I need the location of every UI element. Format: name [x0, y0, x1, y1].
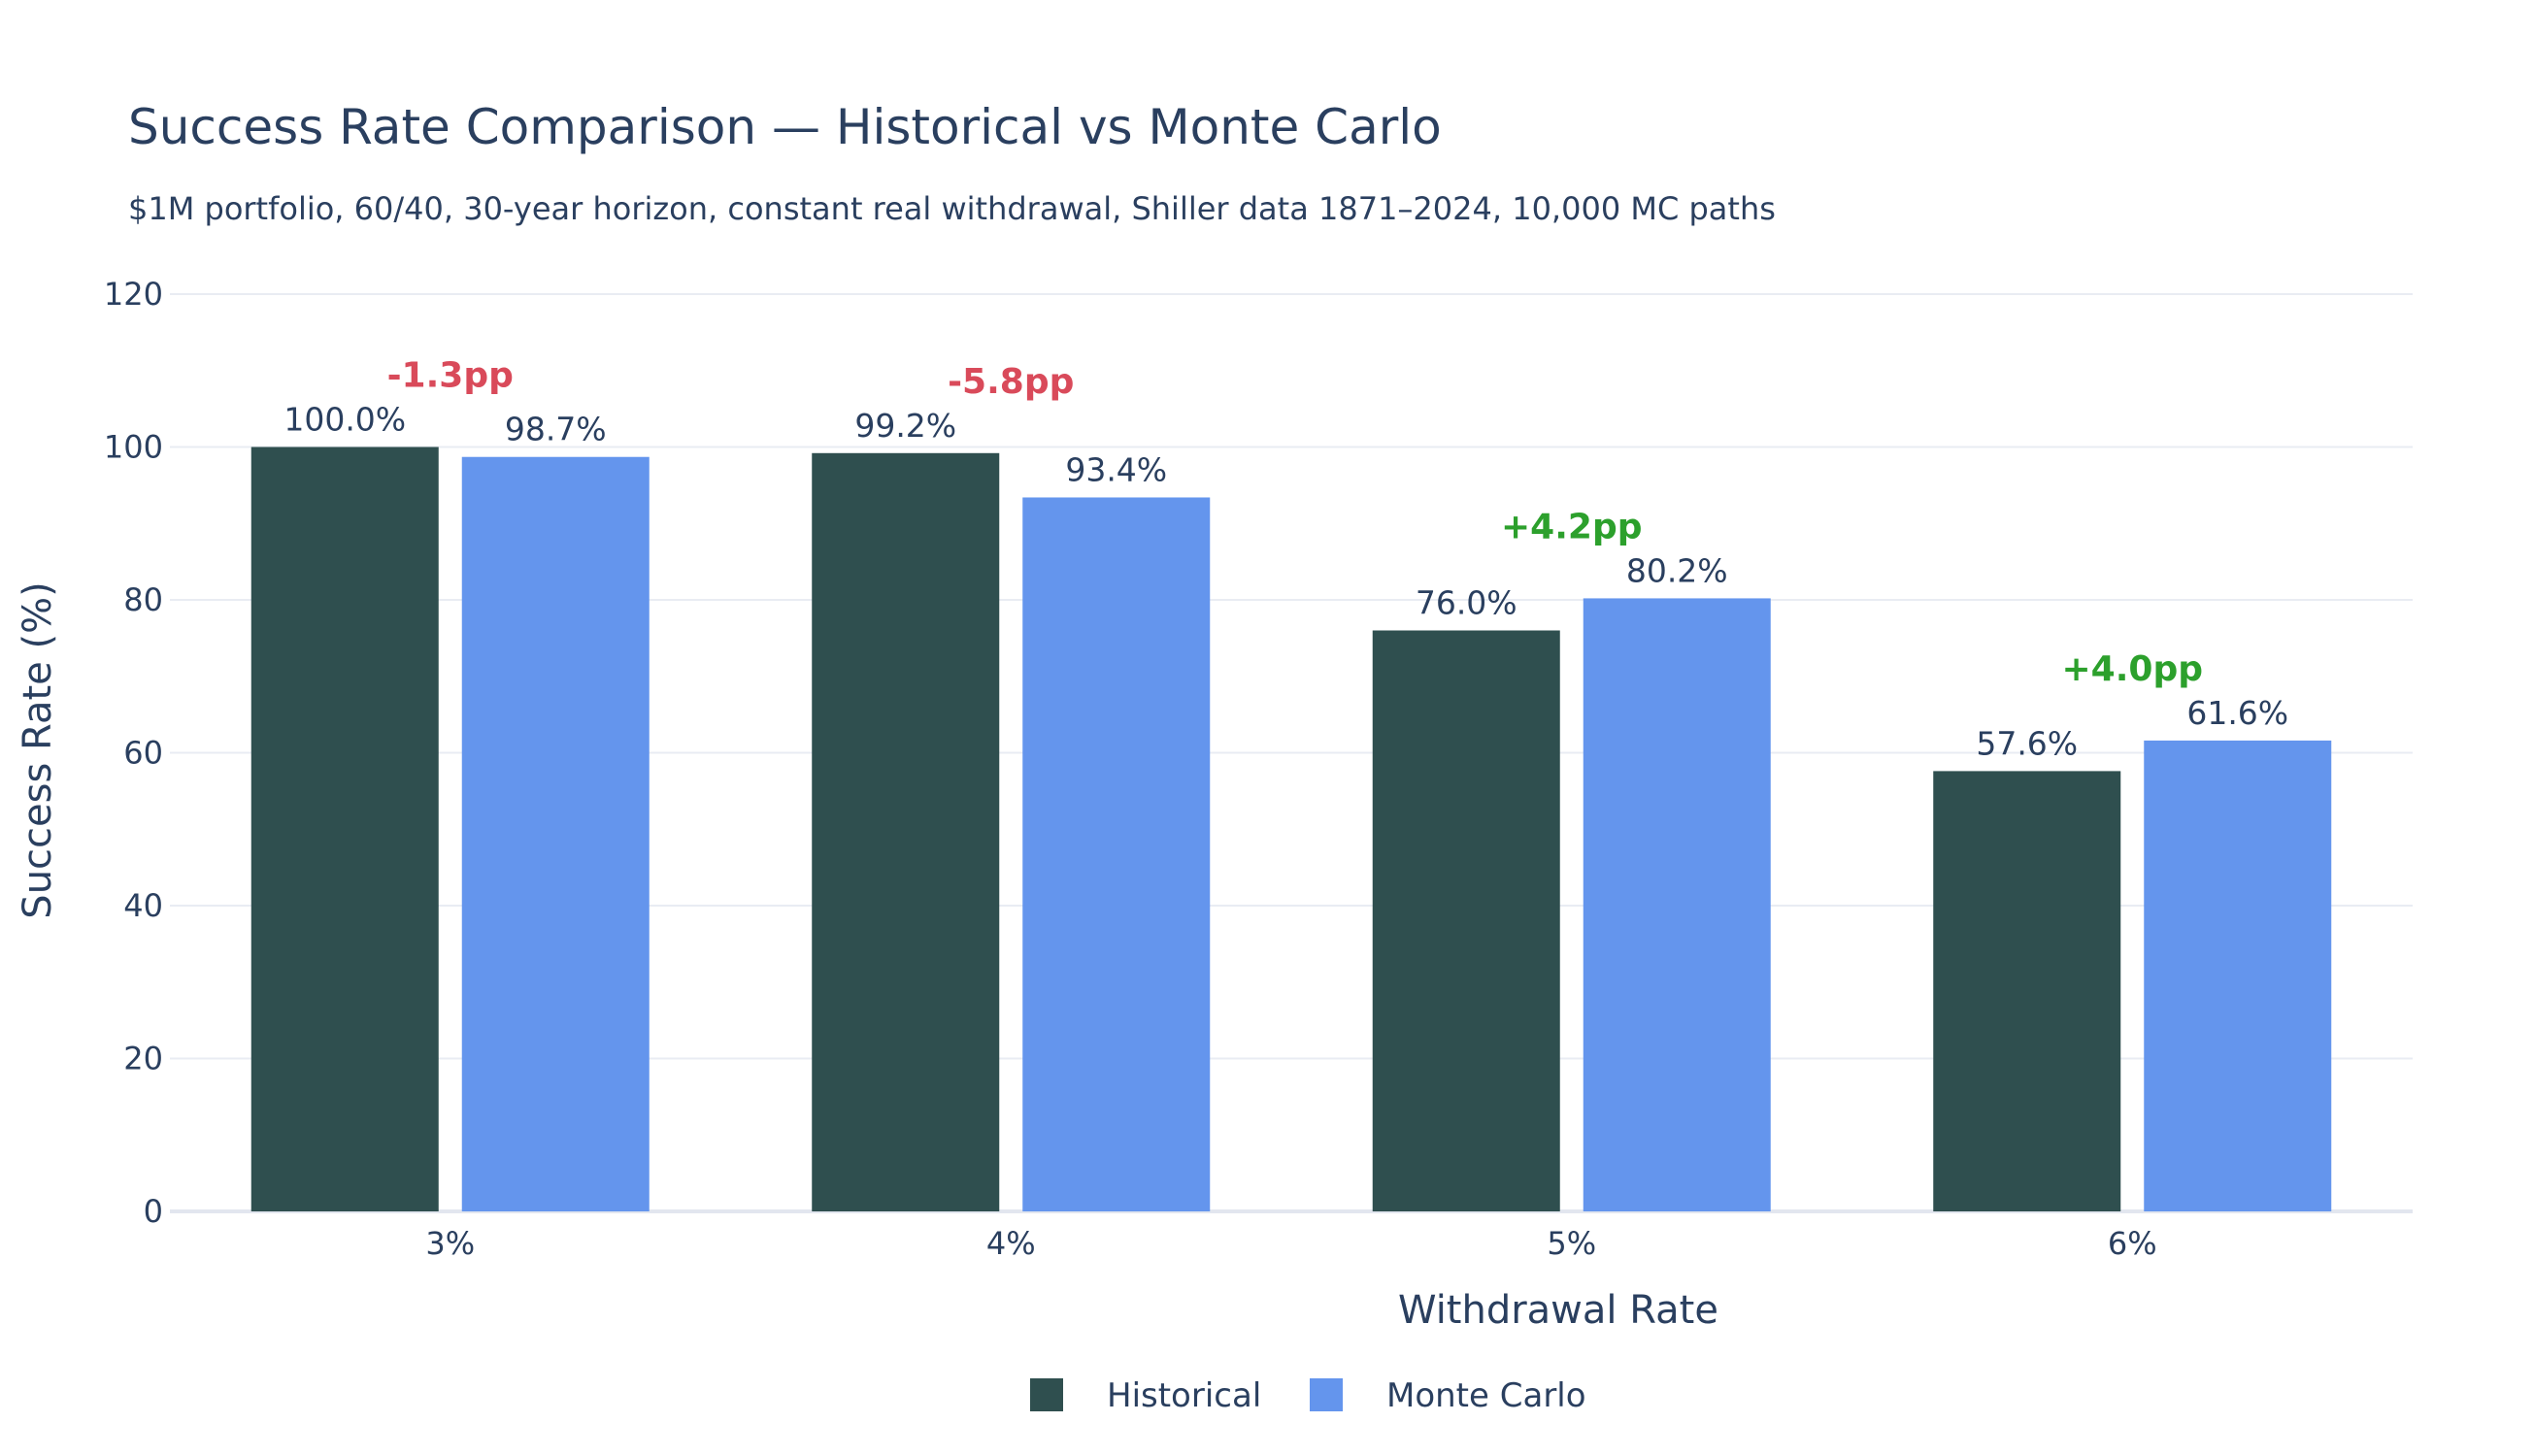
legend-swatch	[1030, 1378, 1063, 1411]
data-label: 99.2%	[854, 407, 956, 445]
y-tick-label: 20	[123, 1041, 163, 1077]
annotations: -1.3pp -5.8pp +4.2pp +4.0pp	[387, 356, 2203, 689]
data-label: 100.0%	[283, 401, 406, 439]
difference-annotation: -1.3pp	[387, 356, 514, 396]
data-label: 98.7%	[505, 411, 607, 448]
bars	[250, 447, 2332, 1211]
y-axis-ticks: 0 20 40 60 80 100 120	[104, 276, 163, 1230]
y-tick-label: 40	[123, 887, 163, 924]
x-tick-label: 6%	[2108, 1225, 2157, 1262]
difference-annotation: +4.0pp	[2062, 649, 2203, 689]
data-labels: 100.0% 98.7% 99.2% 93.4% 76.0% 80.2% 57.6% 61.6…	[283, 401, 2288, 763]
data-label: 76.0%	[1416, 584, 1517, 622]
legend: Historical Monte Carlo	[1030, 1376, 1586, 1415]
bar-monte-carlo	[1022, 497, 1211, 1211]
bar-monte-carlo	[1583, 598, 1771, 1211]
chart-subtitle: $1M portfolio, 60/40, 30-year horizon, c…	[128, 190, 1776, 227]
bar-historical	[812, 452, 1000, 1211]
difference-annotation: -5.8pp	[948, 362, 1074, 402]
x-tick-label: 5%	[1547, 1225, 1596, 1262]
x-tick-label: 4%	[986, 1225, 1036, 1262]
bar-historical	[1372, 630, 1560, 1211]
data-label: 93.4%	[1065, 450, 1167, 488]
difference-annotation: +4.2pp	[1501, 507, 1642, 546]
x-tick-label: 3%	[425, 1225, 475, 1262]
y-axis-title: Success Rate (%)	[16, 581, 60, 918]
chart-title: Success Rate Comparison — Historical vs …	[128, 99, 1442, 155]
data-label: 61.6%	[2186, 694, 2288, 732]
y-tick-label: 80	[123, 581, 163, 618]
bar-monte-carlo	[461, 456, 650, 1211]
y-tick-label: 0	[144, 1193, 163, 1230]
data-label: 80.2%	[1626, 551, 1728, 589]
legend-label: Monte Carlo	[1386, 1376, 1586, 1415]
data-label: 57.6%	[1976, 724, 2078, 762]
legend-swatch	[1310, 1378, 1343, 1411]
y-tick-label: 100	[104, 429, 163, 466]
y-tick-label: 120	[104, 276, 163, 313]
bar-historical	[1933, 771, 2121, 1211]
y-tick-label: 60	[123, 735, 163, 772]
bar-historical	[250, 447, 439, 1211]
x-axis-ticks: 3% 4% 5% 6%	[425, 1225, 2156, 1262]
legend-label: Historical	[1107, 1376, 1261, 1415]
x-axis-title: Withdrawal Rate	[1398, 1288, 1718, 1333]
bar-monte-carlo	[2144, 740, 2332, 1211]
